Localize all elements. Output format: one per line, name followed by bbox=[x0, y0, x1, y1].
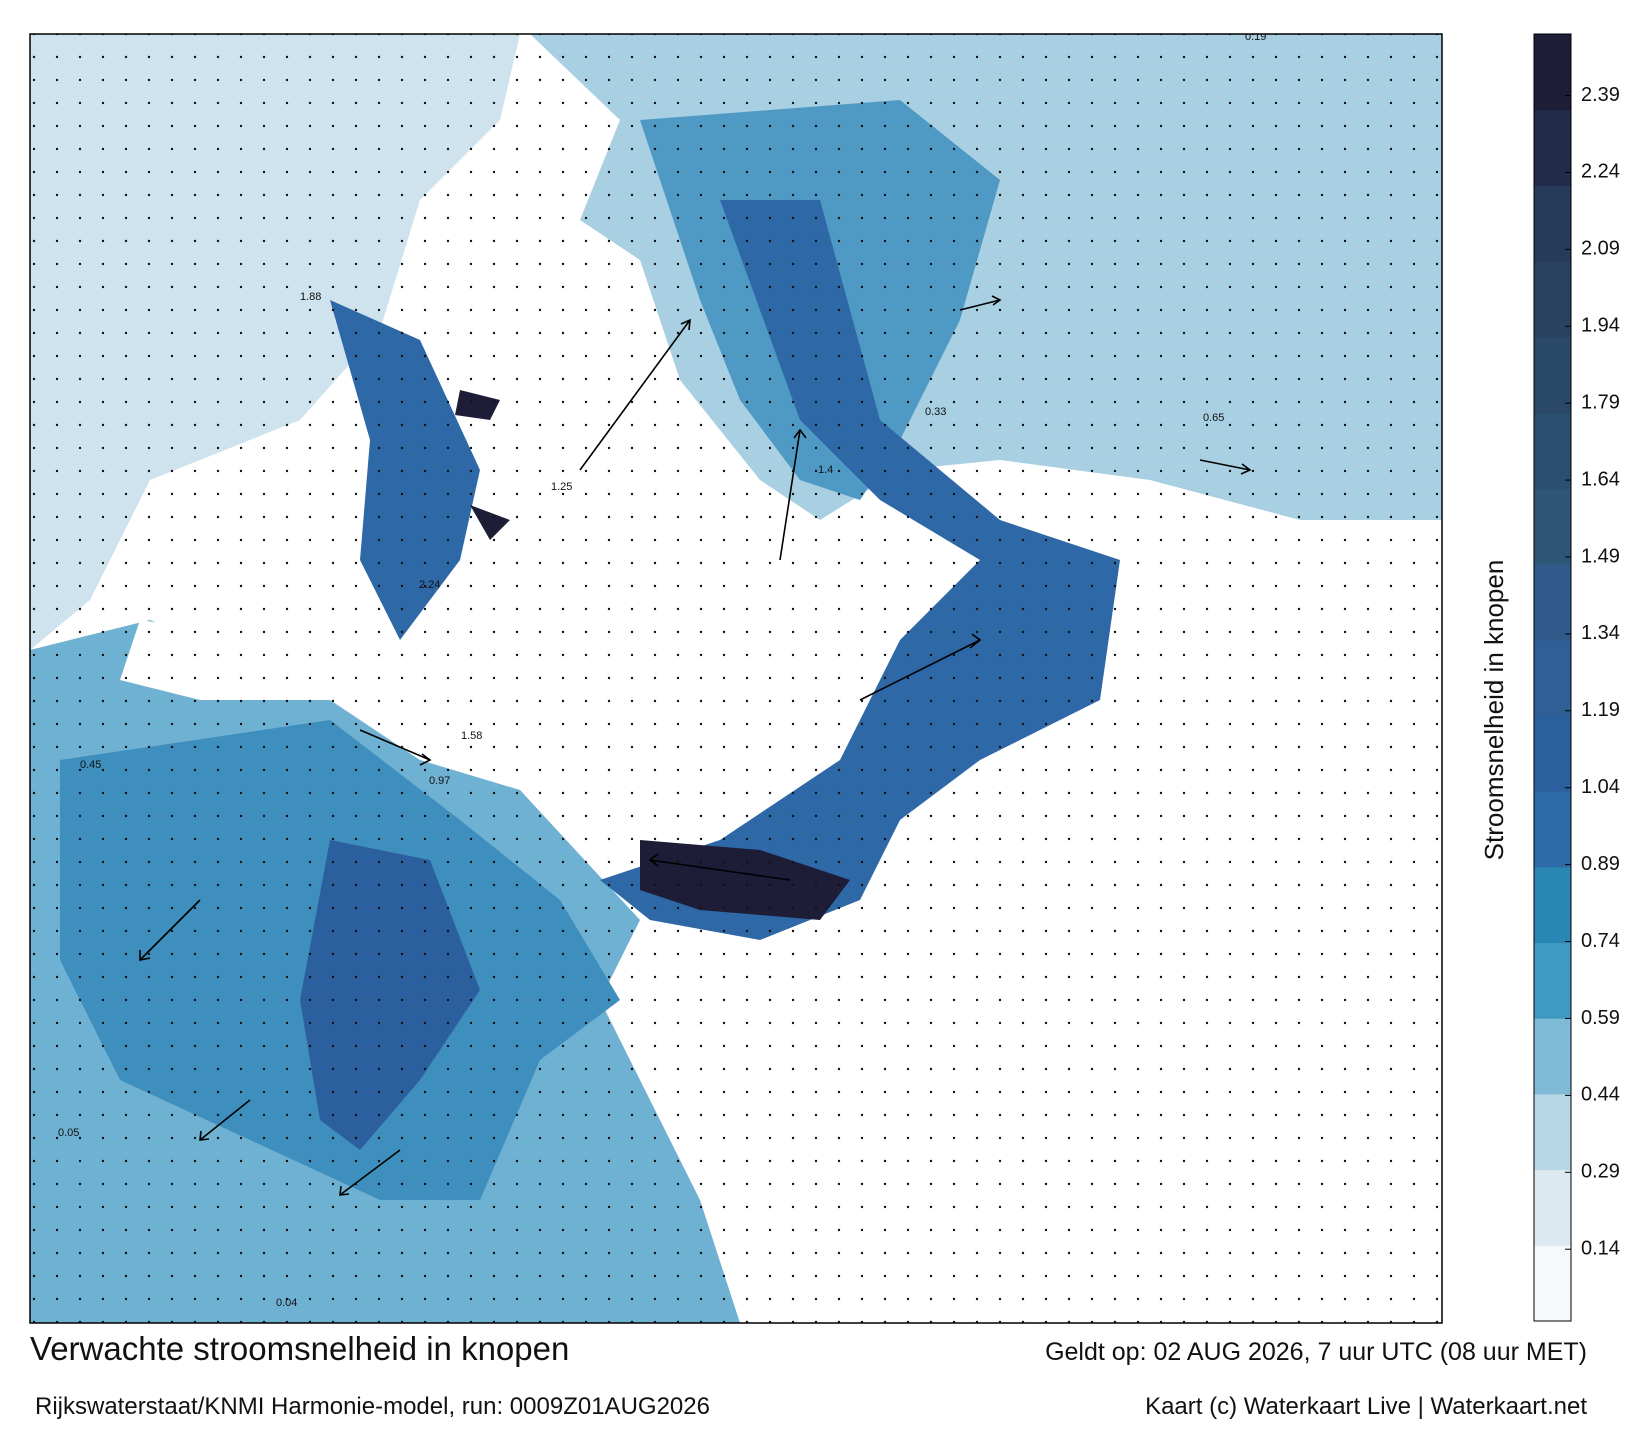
colorbar-band bbox=[1534, 488, 1571, 565]
colorbar-tick-label: 1.64 bbox=[1581, 468, 1620, 490]
colorbar-tick-label: 2.09 bbox=[1581, 238, 1620, 260]
map-label: 1.88 bbox=[300, 291, 321, 303]
map: 2.24 1.88 1.58 0.97 0.45 0.05 0.33 1.4 0.65 0.19 1… bbox=[30, 31, 1442, 1323]
colorbar-band bbox=[1534, 639, 1571, 716]
colorbar-frame bbox=[1533, 33, 1572, 1322]
colorbar-band bbox=[1534, 109, 1571, 186]
colorbar-tick-label: 1.19 bbox=[1581, 699, 1620, 721]
colorbar: 0.14 0.29 0.44 0.59 0.74 0.89 1.04 1.19 1.34 1.49… bbox=[1533, 33, 1620, 1322]
colorbar-tick-label: 2.24 bbox=[1581, 161, 1620, 183]
colorbar-tick-label: 1.34 bbox=[1581, 622, 1620, 644]
map-label: 1.25 bbox=[551, 481, 572, 493]
title: Verwachte stroomsnelheid in knopen bbox=[30, 1330, 569, 1367]
colorbar-tick-label: 0.59 bbox=[1581, 1007, 1620, 1029]
map-frame bbox=[29, 33, 1443, 1324]
colorbar-band bbox=[1534, 185, 1571, 262]
colorbar-band bbox=[1534, 1093, 1571, 1171]
colorbar-band bbox=[1534, 261, 1571, 338]
map-label: 2.24 bbox=[419, 579, 440, 591]
valid-time: Geldt op: 02 AUG 2026, 7 uur UTC (08 uur… bbox=[1045, 1338, 1587, 1366]
colorbar-tick-label: 0.44 bbox=[1581, 1084, 1620, 1106]
colorbar-band bbox=[1534, 1169, 1571, 1246]
map-label: 1.4 bbox=[818, 464, 833, 476]
colorbar-tick-label: 0.89 bbox=[1581, 853, 1620, 875]
colorbar-tick-label: 2.39 bbox=[1581, 84, 1620, 106]
colorbar-band bbox=[1534, 866, 1571, 943]
colorbar-tick-label: 0.29 bbox=[1581, 1161, 1620, 1183]
map-label: 0.65 bbox=[1203, 412, 1224, 424]
colorbar-band bbox=[1534, 1245, 1571, 1322]
colorbar-band bbox=[1534, 34, 1571, 111]
colorbar-band bbox=[1534, 412, 1571, 489]
credit: Kaart (c) Waterkaart Live | Waterkaart.n… bbox=[1145, 1393, 1587, 1420]
colorbar-label: Stroomsnelheid in knopen bbox=[1479, 560, 1509, 861]
colorbar-band bbox=[1534, 563, 1571, 641]
colorbar-tick-label: 1.49 bbox=[1581, 545, 1620, 567]
map-label: 0.97 bbox=[429, 775, 450, 787]
colorbar-tick-label: 1.04 bbox=[1581, 776, 1620, 798]
colorbar-tick-label: 0.74 bbox=[1581, 930, 1620, 952]
colorbar-tick-label: 0.14 bbox=[1581, 1237, 1620, 1259]
map-label: 0.04 bbox=[276, 1297, 297, 1309]
colorbar-band bbox=[1534, 791, 1571, 868]
colorbar-band bbox=[1534, 715, 1571, 792]
map-label: 0.05 bbox=[58, 1127, 79, 1139]
map-labels: 2.24 1.88 1.58 0.97 0.45 0.05 0.33 1.4 0.65 0.19 1… bbox=[58, 31, 1266, 1309]
colorbar-band bbox=[1534, 336, 1571, 414]
colorbar-tick-label: 1.94 bbox=[1581, 315, 1620, 337]
map-label: 1.58 bbox=[461, 730, 482, 742]
arrows bbox=[139, 295, 1252, 1196]
vector-dots bbox=[30, 34, 1442, 1323]
colorbar-tick-label: 1.79 bbox=[1581, 391, 1620, 413]
map-label: 0.45 bbox=[80, 759, 101, 771]
map-label: 0.19 bbox=[1245, 31, 1266, 43]
map-label: 0.33 bbox=[925, 406, 946, 418]
colorbar-band bbox=[1534, 942, 1571, 1019]
colorbar-band bbox=[1534, 1018, 1571, 1095]
subtitle: Rijkswaterstaat/KNMI Harmonie-model, run… bbox=[35, 1393, 710, 1420]
